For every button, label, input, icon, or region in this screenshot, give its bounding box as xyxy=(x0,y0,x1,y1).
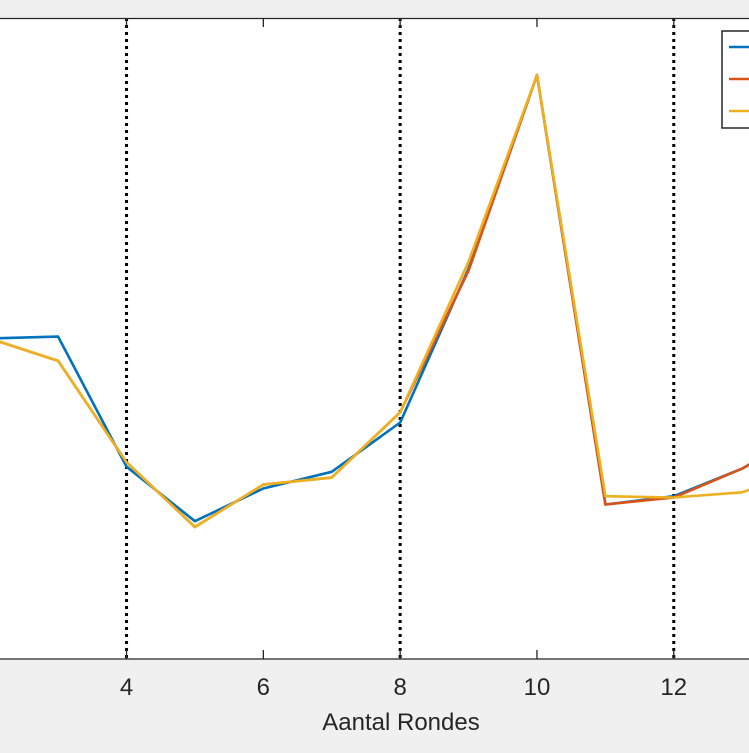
x-tick-label: 12 xyxy=(660,674,687,701)
x-axis-tick-labels: 4 6 8 10 12 xyxy=(120,674,687,701)
reference-lines xyxy=(125,18,676,659)
x-tick-label: 4 xyxy=(120,674,133,701)
x-tick-label: 8 xyxy=(393,674,406,701)
legend[interactable] xyxy=(721,30,749,129)
series-layer xyxy=(0,73,749,529)
series-line xyxy=(0,73,749,529)
x-axis-label: Aantal Rondes xyxy=(322,709,479,736)
x-tick-label: 10 xyxy=(524,674,551,701)
x-axis-ticks xyxy=(125,18,675,659)
x-tick-label: 6 xyxy=(257,674,270,701)
legend-entries xyxy=(729,45,749,113)
plot-area xyxy=(0,18,749,659)
